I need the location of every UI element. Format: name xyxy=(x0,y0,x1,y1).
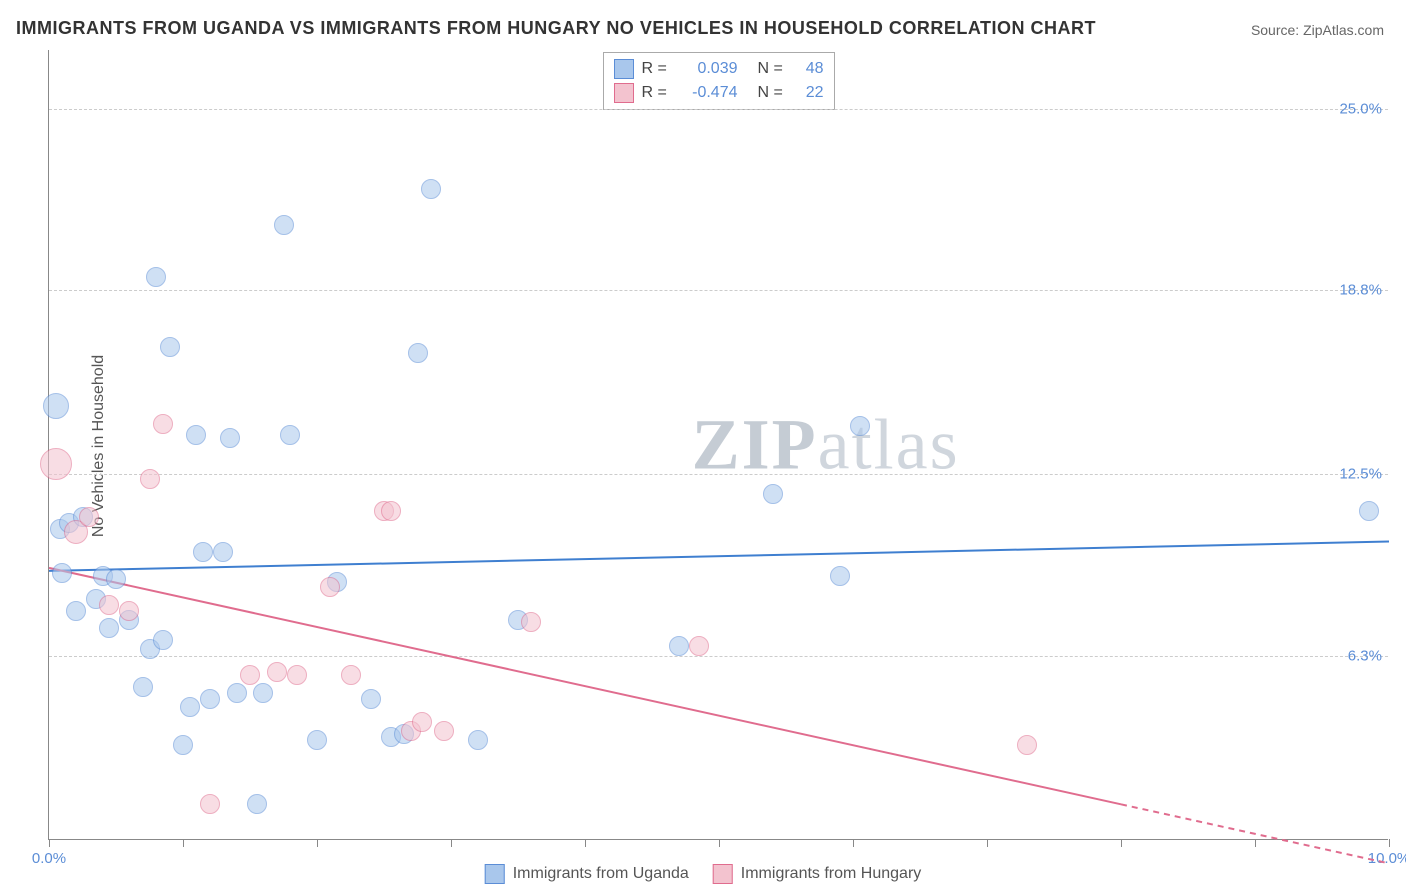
x-tick xyxy=(183,839,184,847)
source-label: Source: ZipAtlas.com xyxy=(1251,22,1384,38)
scatter-point xyxy=(160,337,180,357)
scatter-point xyxy=(830,566,850,586)
x-tick xyxy=(719,839,720,847)
scatter-point xyxy=(521,612,541,632)
scatter-point xyxy=(468,730,488,750)
scatter-point xyxy=(1359,501,1379,521)
scatter-point xyxy=(79,507,99,527)
scatter-point xyxy=(412,712,432,732)
scatter-point xyxy=(99,618,119,638)
scatter-point xyxy=(43,393,69,419)
scatter-point xyxy=(106,569,126,589)
scatter-point xyxy=(99,595,119,615)
bottom-legend: Immigrants from Uganda Immigrants from H… xyxy=(485,864,922,884)
scatter-point xyxy=(408,343,428,363)
scatter-point xyxy=(153,414,173,434)
x-tick xyxy=(585,839,586,847)
scatter-point xyxy=(133,677,153,697)
scatter-point xyxy=(173,735,193,755)
legend-item-uganda: Immigrants from Uganda xyxy=(485,864,689,884)
swatch-icon xyxy=(713,864,733,884)
scatter-point xyxy=(267,662,287,682)
scatter-point xyxy=(200,689,220,709)
x-tick-label: 10.0% xyxy=(1368,850,1406,867)
scatter-point xyxy=(220,428,240,448)
scatter-point xyxy=(153,630,173,650)
scatter-point xyxy=(280,425,300,445)
x-tick xyxy=(1121,839,1122,847)
scatter-point xyxy=(52,563,72,583)
x-tick xyxy=(987,839,988,847)
scatter-point xyxy=(253,683,273,703)
x-tick xyxy=(49,839,50,847)
scatter-point xyxy=(200,794,220,814)
scatter-point xyxy=(381,501,401,521)
scatter-point xyxy=(287,665,307,685)
scatter-point xyxy=(193,542,213,562)
x-tick xyxy=(1255,839,1256,847)
scatter-point xyxy=(213,542,233,562)
scatter-point xyxy=(361,689,381,709)
x-tick-label: 0.0% xyxy=(32,850,66,867)
scatter-point xyxy=(66,601,86,621)
legend-item-hungary: Immigrants from Hungary xyxy=(713,864,922,884)
scatter-point xyxy=(689,636,709,656)
scatter-point xyxy=(341,665,361,685)
x-tick xyxy=(451,839,452,847)
scatter-point xyxy=(146,267,166,287)
scatter-point xyxy=(307,730,327,750)
trend-line-dashed xyxy=(1121,804,1389,863)
scatter-point xyxy=(40,448,72,480)
trend-lines-svg xyxy=(49,50,1389,840)
scatter-point xyxy=(227,683,247,703)
x-tick xyxy=(317,839,318,847)
scatter-point xyxy=(247,794,267,814)
legend-label: Immigrants from Hungary xyxy=(741,865,922,883)
scatter-point xyxy=(274,215,294,235)
scatter-point xyxy=(180,697,200,717)
scatter-point xyxy=(186,425,206,445)
scatter-point xyxy=(421,179,441,199)
trend-line xyxy=(49,542,1389,571)
scatter-point xyxy=(119,601,139,621)
scatter-point xyxy=(669,636,689,656)
scatter-point xyxy=(240,665,260,685)
x-tick xyxy=(853,839,854,847)
trend-line xyxy=(49,568,1121,804)
scatter-point xyxy=(850,416,870,436)
scatter-point xyxy=(763,484,783,504)
plot-area: ZIPatlas R =0.039N =48R =-0.474N =22 6.3… xyxy=(48,50,1388,840)
scatter-point xyxy=(320,577,340,597)
x-tick xyxy=(1389,839,1390,847)
swatch-icon xyxy=(485,864,505,884)
legend-label: Immigrants from Uganda xyxy=(513,865,689,883)
chart-title: IMMIGRANTS FROM UGANDA VS IMMIGRANTS FRO… xyxy=(16,18,1096,39)
scatter-point xyxy=(1017,735,1037,755)
scatter-point xyxy=(434,721,454,741)
scatter-point xyxy=(140,469,160,489)
